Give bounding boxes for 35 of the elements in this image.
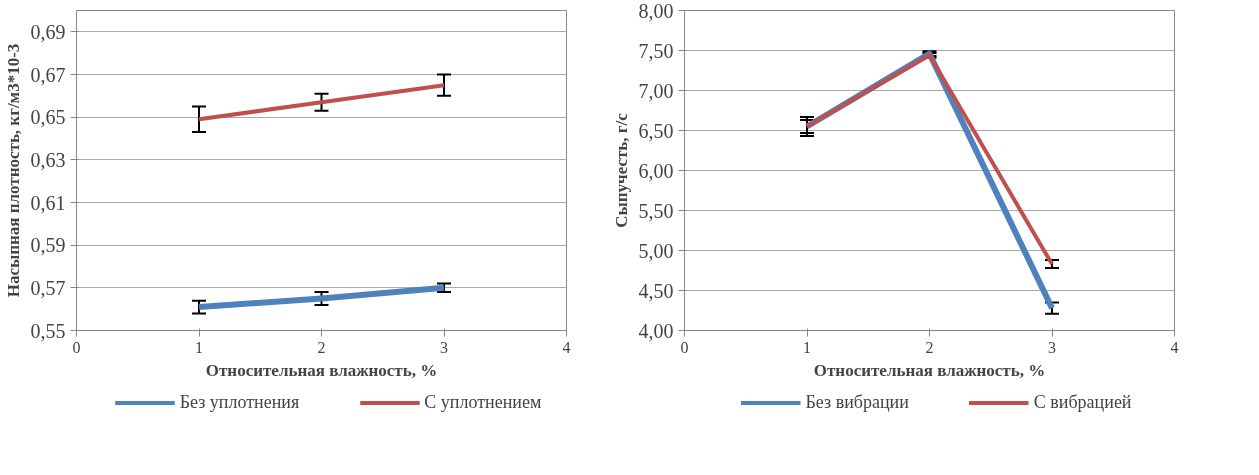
y-tick-label: 0,59	[30, 234, 66, 257]
x-tick-label: 1	[195, 338, 203, 356]
y-tick-label: 0,67	[30, 63, 66, 86]
y-tick-label: 6,00	[638, 159, 674, 182]
y-tick-label: 6,50	[638, 119, 674, 142]
x-tick-label: 4	[1170, 338, 1179, 356]
y-tick-label: 5,50	[638, 199, 674, 222]
x-tick-label: 1	[803, 338, 811, 356]
y-tick-label: 0,65	[30, 106, 66, 129]
y-tick-label: 4,50	[638, 279, 674, 302]
x-tick-label: 3	[440, 338, 448, 356]
legend-label: Без вибрации	[805, 391, 909, 413]
y-tick-label: 4,00	[638, 319, 674, 342]
y-tick-label: 5,00	[638, 239, 674, 262]
x-tick-label: 2	[317, 338, 326, 356]
y-axis-title: Сыпучесть, г/с	[611, 112, 631, 228]
y-tick-label: 0,55	[30, 319, 66, 342]
x-tick-label: 3	[1048, 338, 1056, 356]
x-tick-label: 2	[925, 338, 934, 356]
y-axis-title: Насыпная плотность, кг/м3*10-3	[3, 43, 23, 298]
y-tick-label: 7,50	[638, 39, 674, 62]
y-tick-label: 0,69	[30, 20, 66, 43]
x-tick-label: 4	[562, 338, 571, 356]
legend-label: С уплотнением	[424, 391, 542, 413]
legend-label: С вибрацией	[1033, 391, 1132, 413]
x-axis-title: Относительная влажность, %	[205, 360, 438, 380]
y-tick-label: 0,63	[30, 148, 66, 171]
x-tick-label: 0	[680, 338, 689, 356]
x-tick-label: 0	[72, 338, 81, 356]
y-tick-label: 0,61	[30, 191, 66, 214]
x-axis-title: Относительная влажность, %	[813, 360, 1046, 380]
y-tick-label: 7,00	[638, 79, 674, 102]
y-tick-label: 8,00	[638, 0, 674, 22]
y-tick-label: 0,57	[30, 276, 66, 299]
legend-label: Без уплотнения	[179, 391, 300, 413]
